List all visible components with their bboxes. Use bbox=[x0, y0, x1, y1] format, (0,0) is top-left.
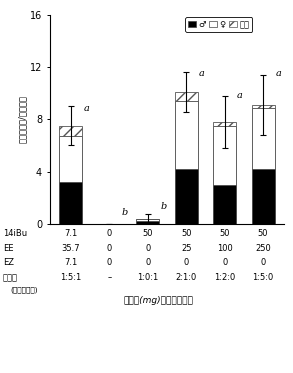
Bar bbox=[136, 219, 159, 222]
Text: –: – bbox=[107, 273, 112, 282]
Text: 50: 50 bbox=[143, 229, 153, 238]
Bar bbox=[213, 185, 236, 224]
Text: 50: 50 bbox=[181, 229, 191, 238]
Text: 2:1:0: 2:1:0 bbox=[176, 273, 197, 282]
Bar bbox=[59, 182, 82, 224]
Text: 誘引源(mg)および成分比: 誘引源(mg)および成分比 bbox=[123, 296, 193, 305]
Text: 0: 0 bbox=[145, 258, 150, 267]
Text: a: a bbox=[237, 91, 243, 100]
Text: 0: 0 bbox=[145, 244, 150, 253]
Text: 1:5:0: 1:5:0 bbox=[253, 273, 274, 282]
Y-axis label: 平均誘殺数/トラップ: 平均誘殺数/トラップ bbox=[18, 95, 27, 143]
Bar bbox=[175, 169, 198, 224]
Text: a: a bbox=[83, 104, 89, 113]
Bar bbox=[213, 126, 236, 185]
Text: 50: 50 bbox=[219, 229, 230, 238]
Text: 0: 0 bbox=[184, 258, 189, 267]
Text: 250: 250 bbox=[255, 244, 271, 253]
Bar bbox=[175, 101, 198, 169]
Bar bbox=[136, 222, 159, 224]
Text: 35.7: 35.7 bbox=[62, 244, 80, 253]
Bar bbox=[59, 136, 82, 182]
Text: 1:5:1: 1:5:1 bbox=[60, 273, 81, 282]
Bar bbox=[252, 107, 275, 169]
Text: b: b bbox=[160, 203, 166, 211]
Text: EZ: EZ bbox=[3, 258, 14, 267]
Bar bbox=[59, 126, 82, 136]
Text: b: b bbox=[122, 208, 128, 217]
Legend: ♂, ♀, 幼虫: ♂, ♀, 幼虫 bbox=[185, 17, 252, 32]
Text: a: a bbox=[199, 69, 205, 78]
Text: 100: 100 bbox=[217, 244, 233, 253]
Text: 0: 0 bbox=[222, 258, 227, 267]
Text: 0: 0 bbox=[107, 258, 112, 267]
Text: 1:0:1: 1:0:1 bbox=[137, 273, 159, 282]
Text: 7.1: 7.1 bbox=[64, 258, 78, 267]
Text: 50: 50 bbox=[258, 229, 268, 238]
Text: a: a bbox=[275, 69, 281, 78]
Bar bbox=[252, 105, 275, 107]
Text: 0: 0 bbox=[260, 258, 266, 267]
Text: (現行成分比): (現行成分比) bbox=[10, 287, 38, 294]
Bar bbox=[252, 169, 275, 224]
Text: 7.1: 7.1 bbox=[64, 229, 78, 238]
Bar bbox=[213, 122, 236, 126]
Text: 成分比: 成分比 bbox=[3, 273, 18, 282]
Text: 25: 25 bbox=[181, 244, 191, 253]
Bar bbox=[175, 92, 198, 101]
Text: EE: EE bbox=[3, 244, 13, 253]
Text: 0: 0 bbox=[107, 244, 112, 253]
Text: 1:2:0: 1:2:0 bbox=[214, 273, 235, 282]
Text: 0: 0 bbox=[107, 229, 112, 238]
Text: 14iBu: 14iBu bbox=[3, 229, 27, 238]
